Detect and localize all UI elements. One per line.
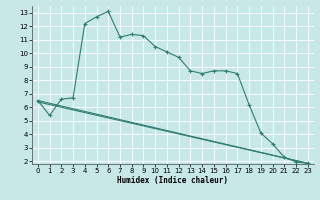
X-axis label: Humidex (Indice chaleur): Humidex (Indice chaleur): [117, 176, 228, 185]
